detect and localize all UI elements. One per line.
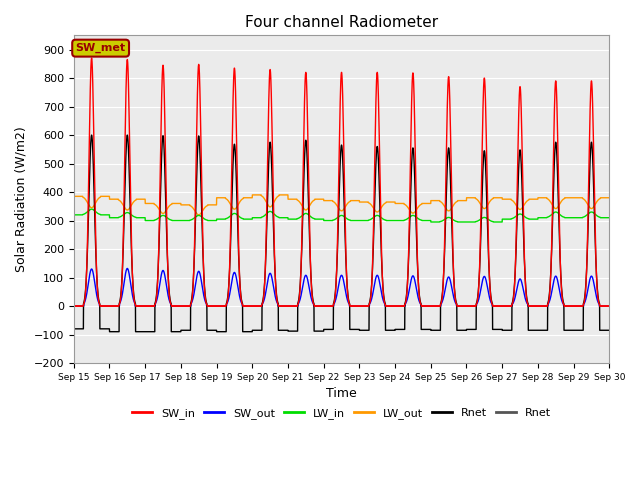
Text: SW_met: SW_met <box>76 43 125 53</box>
Line: SW_out: SW_out <box>74 268 609 306</box>
Rnet <box>461 327 469 333</box>
LW_in <box>427 219 435 225</box>
LW_in <box>577 215 584 221</box>
LW_out <box>70 193 77 199</box>
Line: LW_out: LW_out <box>74 195 609 215</box>
LW_out <box>323 198 331 204</box>
X-axis label: Time: Time <box>326 387 357 400</box>
SW_out <box>124 265 131 271</box>
Rnet <box>88 132 95 138</box>
SW_out <box>577 303 584 309</box>
LW_out <box>583 200 591 206</box>
Rnet <box>252 327 260 333</box>
LW_out <box>195 212 202 218</box>
SW_in <box>323 303 331 309</box>
SW_out <box>252 303 260 309</box>
SW_out <box>70 303 77 309</box>
SW_in <box>583 262 591 268</box>
SW_in <box>461 303 469 309</box>
SW_out <box>583 292 591 298</box>
SW_out <box>323 303 331 309</box>
LW_out <box>248 192 256 198</box>
SW_out <box>477 289 484 295</box>
LW_in <box>88 206 95 212</box>
Rnet <box>477 246 484 252</box>
SW_in <box>70 303 77 309</box>
Rnet <box>577 327 584 333</box>
LW_in <box>477 216 484 222</box>
LW_in <box>323 217 331 223</box>
LW_out <box>477 201 484 207</box>
Rnet <box>605 327 613 333</box>
SW_in <box>252 303 260 309</box>
LW_in <box>605 215 613 221</box>
Legend: SW_in, SW_out, LW_in, LW_out, Rnet, Rnet: SW_in, SW_out, LW_in, LW_out, Rnet, Rnet <box>128 403 555 423</box>
Line: Rnet: Rnet <box>74 135 609 332</box>
Line: LW_in: LW_in <box>74 209 609 222</box>
LW_out <box>605 195 613 201</box>
LW_out <box>252 192 260 198</box>
SW_in <box>605 303 613 309</box>
LW_out <box>577 195 584 201</box>
Rnet <box>106 329 113 335</box>
SW_in <box>577 303 584 309</box>
Rnet <box>70 326 77 332</box>
SW_in <box>88 55 95 61</box>
SW_out <box>461 303 469 309</box>
LW_in <box>252 215 260 221</box>
Title: Four channel Radiometer: Four channel Radiometer <box>245 15 438 30</box>
SW_out <box>605 303 613 309</box>
Rnet <box>323 326 331 332</box>
LW_in <box>461 219 469 225</box>
Rnet <box>583 261 591 267</box>
LW_in <box>583 212 591 218</box>
LW_in <box>70 212 77 218</box>
Line: SW_in: SW_in <box>74 58 609 306</box>
LW_out <box>461 198 469 204</box>
Y-axis label: Solar Radiation (W/m2): Solar Radiation (W/m2) <box>15 126 28 272</box>
SW_in <box>477 238 484 243</box>
